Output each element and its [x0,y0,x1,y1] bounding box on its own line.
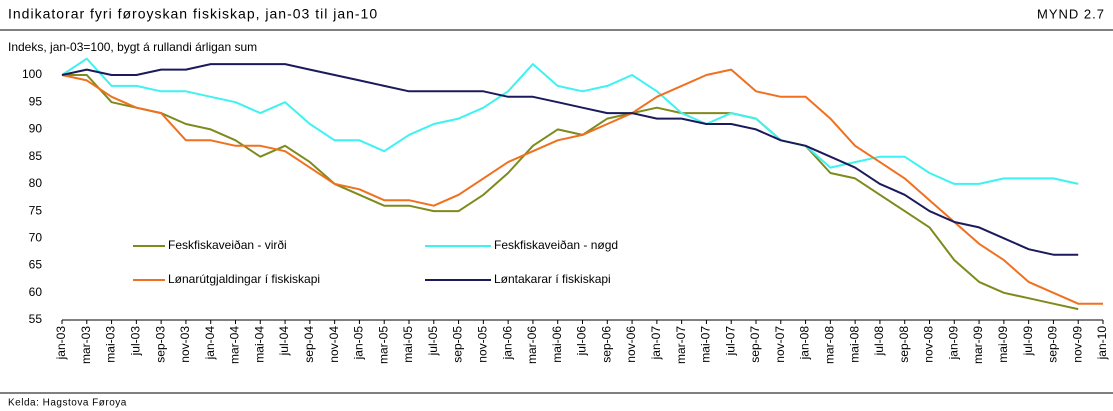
legend-label: Lønarútgjaldingar í fiskiskapi [168,272,320,286]
y-tick-label: 55 [29,312,43,326]
subtitle: Indeks, jan-03=100, bygt á rullandi árli… [8,40,257,54]
x-tick-label: nov-06 [624,326,638,363]
x-tick-label: jul-09 [1021,326,1035,357]
x-tick-label: mai-03 [104,326,118,363]
x-tick-label: mai-04 [252,326,266,363]
x-tick-label: jul-05 [426,326,440,357]
y-tick-label: 80 [29,176,43,190]
x-tick-label: jan-04 [203,326,217,361]
x-tick-label: mar-07 [674,326,688,364]
x-tick-label: jan-05 [352,326,366,361]
x-tick-label: jul-04 [277,326,291,357]
x-tick-label: sep-03 [153,326,167,363]
x-tick-label: mai-08 [847,326,861,363]
x-tick-label: mar-04 [228,326,242,364]
y-tick-label: 75 [29,203,43,217]
y-tick-label: 90 [29,122,43,136]
x-tick-label: sep-06 [599,326,613,363]
y-tick-label: 85 [29,149,43,163]
x-tick-label: jul-03 [129,326,143,357]
x-tick-label: sep-09 [1046,326,1060,363]
x-tick-label: mar-08 [823,326,837,364]
series-line [61,57,1079,185]
series-line [61,68,1103,305]
legend-label: Feskfiskaveiðan - virði [168,238,287,252]
x-tick-label: mai-07 [699,326,713,363]
y-tick-label: 95 [29,94,43,108]
x-tick-label: nov-07 [773,326,787,363]
x-tick-label: nov-09 [1070,326,1084,363]
x-tick-label: jul-08 [872,326,886,357]
source: Kelda: Hagstova Føroya [8,398,127,409]
x-tick-label: sep-07 [748,326,762,363]
x-tick-label: sep-08 [897,326,911,363]
x-tick-label: nov-03 [178,326,192,363]
x-tick-label: jan-07 [649,326,663,361]
x-tick-label: jul-07 [723,326,737,357]
x-tick-label: sep-05 [451,326,465,363]
legend-label: Feskfiskaveiðan - nøgd [494,238,618,252]
chart-title: Indikatorar fyri føroyskan fiskiskap, ja… [8,6,378,22]
y-tick-label: 70 [29,231,43,245]
series-line [61,63,1079,256]
x-tick-label: nov-04 [327,326,341,363]
legend-label: Løntakarar í fiskiskapi [494,272,611,286]
x-tick-label: mar-03 [79,326,93,364]
x-tick-label: jan-03 [54,326,68,361]
x-tick-label: jul-06 [575,326,589,357]
x-tick-label: sep-04 [302,326,316,363]
series-line [62,74,1079,311]
y-tick-label: 65 [29,258,43,272]
x-tick-label: nov-08 [922,326,936,363]
x-tick-label: jan-10 [1095,326,1109,361]
figure-label: MYND 2.7 [1037,6,1105,21]
x-tick-label: mar-06 [525,326,539,364]
x-tick-label: mai-05 [401,326,415,363]
x-tick-label: nov-05 [476,326,490,363]
x-tick-label: jan-06 [500,326,514,361]
x-tick-label: mar-09 [971,326,985,364]
x-tick-label: jan-08 [798,326,812,361]
x-tick-label: mar-05 [376,326,390,364]
x-tick-label: mai-09 [996,326,1010,363]
y-tick-label: 60 [29,285,43,299]
x-tick-label: mai-06 [550,326,564,363]
y-tick-label: 100 [22,67,42,81]
x-tick-label: jan-09 [946,326,960,361]
